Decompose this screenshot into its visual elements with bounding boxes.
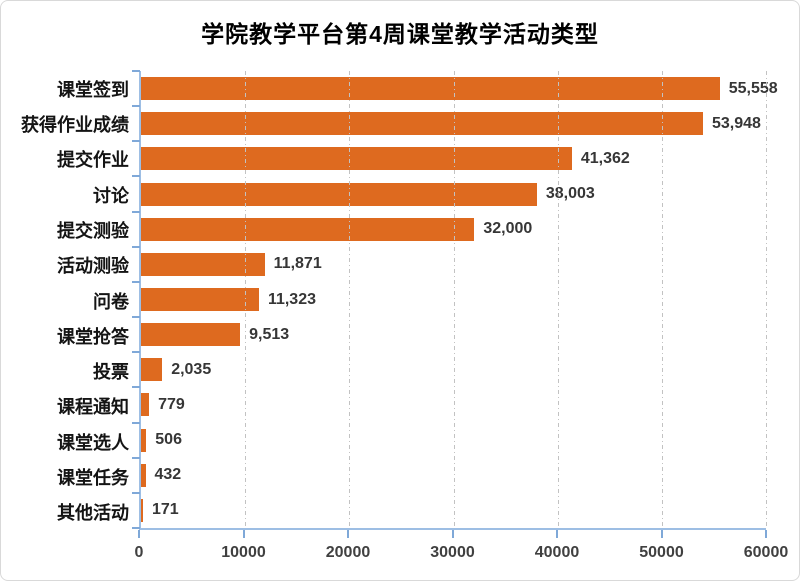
bar: [141, 112, 703, 136]
y-axis-tick: [132, 105, 140, 108]
bar: [141, 147, 572, 171]
y-axis-tick: [132, 175, 140, 178]
bar-row: 779: [141, 387, 766, 422]
bar: [141, 428, 147, 452]
bar: [141, 77, 720, 101]
x-axis-tick: [451, 530, 454, 538]
value-label: 41,362: [580, 149, 630, 167]
bar-rows: 55,558 53,948 41,362 38,003 32,000 11,871 11,3…: [141, 71, 778, 528]
category-label: 课堂选人: [57, 432, 129, 453]
value-label: 32,000: [483, 220, 533, 238]
x-axis-tick: [660, 530, 663, 538]
bar-row: 2,035: [141, 352, 766, 387]
category-label: 活动测验: [57, 256, 129, 277]
x-axis-tick-label: 20000: [325, 544, 371, 561]
category-label: 提交测验: [57, 220, 129, 241]
bar-row: 11,323: [141, 282, 766, 317]
value-label: 171: [152, 501, 179, 519]
category-label: 讨论: [93, 185, 129, 206]
bar: [141, 323, 241, 347]
chart-title: 学院教学平台第4周课堂教学活动类型: [201, 21, 599, 47]
bar-row: 41,362: [141, 141, 766, 176]
bar-row: 32,000: [141, 212, 766, 247]
x-axis-tick-label: 40000: [534, 544, 580, 561]
value-label: 53,948: [711, 114, 761, 132]
y-axis-tick: [132, 456, 140, 459]
y-axis-tick: [132, 70, 140, 72]
value-label: 55,558: [728, 79, 778, 97]
gridline: [557, 71, 559, 528]
x-axis-tick: [556, 530, 558, 538]
y-axis-tick: [132, 527, 140, 529]
value-label: 9,513: [249, 325, 290, 343]
y-axis-tick: [132, 386, 140, 389]
x-axis-tick: [138, 530, 140, 538]
value-label: 2,035: [171, 360, 212, 378]
x-axis-tick-label: 10000: [221, 544, 266, 561]
category-axis-labels: 课堂签到获得作业成绩提交作业讨论提交测验活动测验问卷课堂抢答投票课程通知课堂选人…: [3, 71, 129, 530]
value-label: 432: [154, 466, 182, 484]
bar-row: 171: [141, 493, 766, 528]
bar-row: 9,513: [141, 317, 766, 352]
gridline: [453, 71, 455, 528]
x-axis-tick: [347, 530, 349, 538]
category-label: 课堂抢答: [57, 326, 129, 347]
y-axis-tick: [132, 210, 140, 213]
x-axis-labels: 0 10000 20000 30000 40000 50000 60000: [135, 544, 789, 566]
y-axis-tick: [132, 245, 140, 248]
bar: [141, 288, 259, 312]
x-axis-tick-label: 0: [134, 544, 144, 561]
bar: [141, 217, 475, 241]
y-axis-tick: [132, 316, 140, 319]
bar: [141, 463, 146, 487]
category-label: 课程通知: [57, 397, 129, 418]
category-label: 投票: [93, 362, 129, 383]
y-axis-tick: [132, 351, 140, 354]
category-label: 课堂任务: [57, 468, 129, 489]
bar-row: 506: [141, 423, 766, 458]
bar: [141, 393, 150, 417]
bar: [141, 252, 265, 276]
value-label: 38,003: [545, 185, 595, 203]
y-axis-tick: [132, 421, 140, 424]
x-axis-tick: [765, 530, 767, 538]
category-label: 其他活动: [57, 503, 129, 524]
gridline: [349, 71, 351, 528]
value-label: 779: [158, 395, 185, 413]
value-label: 11,871: [273, 255, 322, 273]
y-axis-tick: [132, 140, 140, 143]
bar: [141, 182, 537, 206]
bar-row: 11,871: [141, 247, 766, 282]
bar: [141, 358, 163, 382]
gridline: [245, 71, 247, 528]
x-axis-tick-label: 60000: [743, 544, 789, 561]
gridline: [661, 71, 663, 528]
gridline: [766, 71, 767, 528]
x-axis-tick: [242, 530, 245, 538]
y-axis-tick: [132, 491, 140, 494]
category-label: 问卷: [93, 291, 129, 312]
category-label: 获得作业成绩: [21, 114, 129, 135]
plot-area: 55,558 53,948 41,362 38,003 32,000 11,871 11,3…: [132, 70, 778, 530]
bar-row: 55,558: [141, 71, 778, 106]
value-label: 506: [155, 431, 182, 449]
y-axis-tick: [132, 280, 140, 283]
value-label: 11,323: [267, 290, 316, 308]
x-axis-ticks: [138, 530, 767, 539]
category-label: 提交作业: [57, 150, 129, 171]
bar: [141, 498, 143, 522]
bar-row: 53,948: [141, 106, 766, 141]
category-label: 课堂签到: [57, 79, 129, 100]
bar-row: 432: [141, 458, 766, 493]
x-axis-tick-label: 50000: [639, 544, 684, 561]
x-axis-tick-label: 30000: [430, 544, 475, 561]
